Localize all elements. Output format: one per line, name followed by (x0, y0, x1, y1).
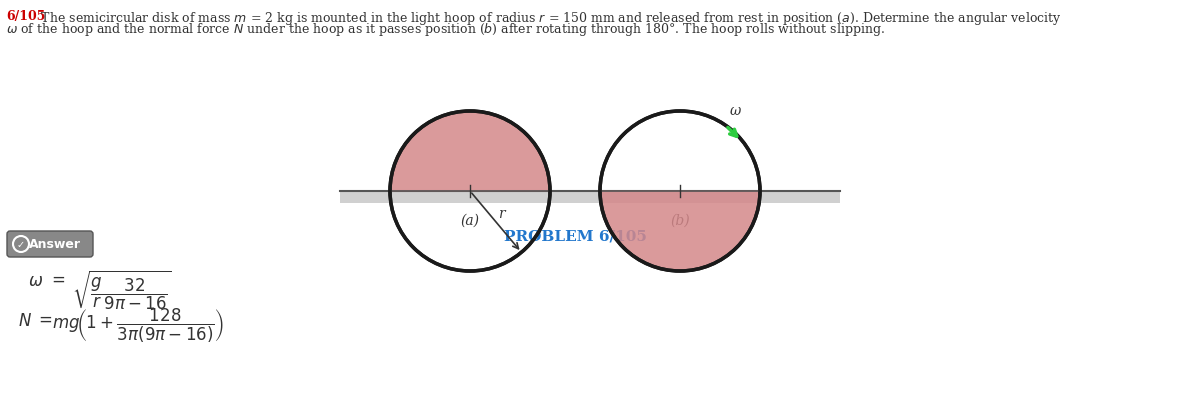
Text: The semicircular disk of mass $m$ = 2 kg is mounted in the light hoop of radius : The semicircular disk of mass $m$ = 2 kg… (34, 10, 1062, 27)
Text: ω: ω (730, 104, 742, 118)
Text: $=$: $=$ (48, 270, 65, 287)
Text: $\omega$: $\omega$ (28, 272, 43, 289)
Text: $=$: $=$ (35, 310, 53, 327)
Text: $\omega$ of the hoop and the normal force $N$ under the hoop as it passes positi: $\omega$ of the hoop and the normal forc… (6, 21, 886, 38)
Text: $N$: $N$ (18, 312, 32, 329)
Text: (a): (a) (461, 213, 480, 227)
Text: $mg\!\left(1+\dfrac{128}{3\pi(9\pi-16)}\right)$: $mg\!\left(1+\dfrac{128}{3\pi(9\pi-16)}\… (52, 306, 224, 344)
Bar (340, 191, 840, 204)
Text: Answer: Answer (29, 238, 82, 251)
Text: $\sqrt{\dfrac{g}{r}\dfrac{32}{9\pi - 16}}$: $\sqrt{\dfrac{g}{r}\dfrac{32}{9\pi - 16}… (72, 268, 172, 312)
Text: r: r (498, 207, 505, 220)
Text: PROBLEM 6/105: PROBLEM 6/105 (504, 229, 647, 243)
Text: 6/105: 6/105 (6, 10, 46, 23)
Polygon shape (390, 112, 550, 191)
Text: (b): (b) (670, 213, 690, 227)
Text: ✓: ✓ (17, 239, 25, 249)
FancyBboxPatch shape (7, 231, 94, 257)
Polygon shape (600, 191, 760, 271)
